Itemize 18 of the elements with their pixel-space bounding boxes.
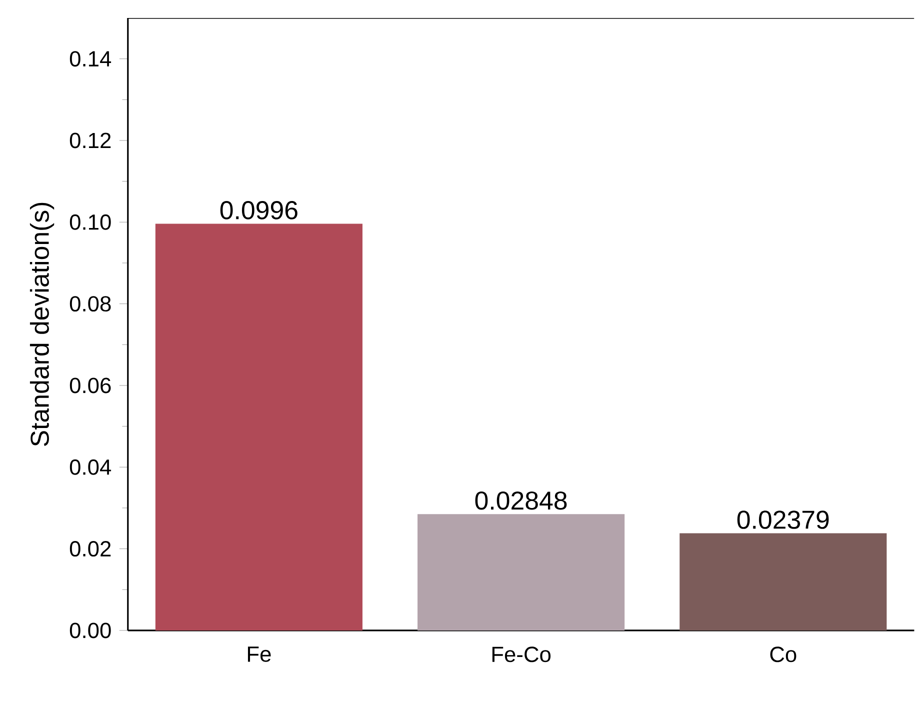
y-tick-label: 0.10 [70,214,111,230]
bar [680,533,887,630]
x-tick-label: Co [770,646,796,662]
y-tick-label: 0.02 [70,540,111,556]
x-tick-label: Fe [248,646,271,662]
bar [155,224,362,630]
data-label: 0.02848 [475,491,567,510]
y-axis-title: Standard deviation(s) [30,202,54,446]
x-tick-label: Fe-Co [492,646,551,662]
y-tick-label: 0.06 [70,378,111,394]
data-label: 0.02379 [737,510,829,529]
data-label: 0.0996 [220,200,298,220]
y-tick-label: 0.08 [70,296,111,312]
y-tick-label: 0.12 [70,132,111,148]
y-tick-label: 0.00 [70,622,111,638]
y-tick-label: 0.04 [70,459,112,475]
y-tick-label: 0.14 [70,50,112,66]
bar [418,514,625,630]
